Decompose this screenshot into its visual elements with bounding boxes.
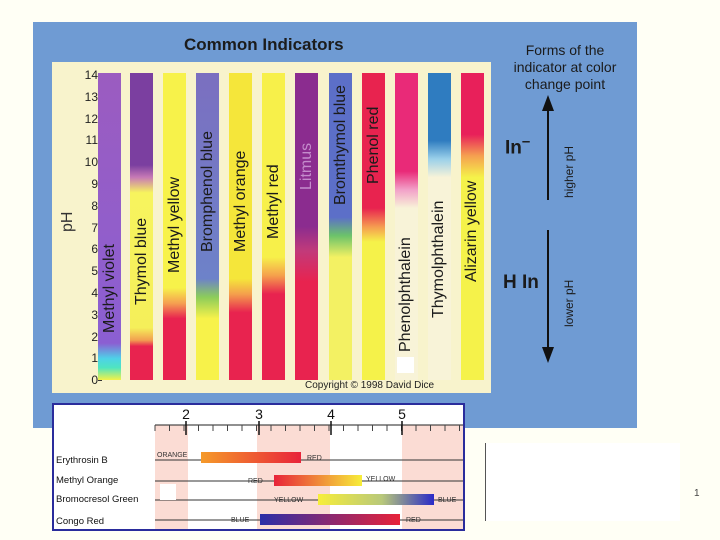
scale-label-4: 4 [327,406,335,422]
bromocresol-bar [318,494,434,505]
blank-panel [485,443,680,521]
hin-label: H In [503,272,539,293]
ph-tick-label: 5 [91,264,98,279]
ph-tick-label: 6 [91,242,98,257]
strip-methyl-orange [229,73,252,380]
erythrosin-bar [201,452,301,463]
ph-axis-label: pH [59,211,76,232]
erythrosin-high-color: RED [307,455,322,462]
down-arrow-icon [542,347,554,363]
chart-title: Common Indicators [184,35,344,54]
ph-tick-label: 1 [91,351,98,366]
copyright-text: Copyright © 1998 David Dice [305,380,435,391]
ph-tick-label: 9 [91,177,98,191]
lower-ph-label: lower pH [562,279,576,327]
label-alizarin-yellow: Alizarin yellow [463,180,480,282]
methyl-orange-low-color: RED [248,478,263,485]
row-name-erythrosin-b: Erythrosin B [56,455,108,466]
forms-line-2: indicator at color [513,59,617,75]
strip-phenolphthalein [395,73,418,380]
ph-tick-label: 0 [91,373,98,388]
ph-tick-label: 14 [84,68,98,82]
shade-band-1 [155,425,188,529]
ph-tick-label: 8 [91,198,98,213]
ph-tick-label: 11 [85,133,98,148]
up-arrow-icon [542,95,554,111]
row-name-bromocresol-green: Bromocresol Green [56,494,138,505]
label-methyl-red: Methyl red [265,164,282,239]
ph-direction-arrows [542,95,554,363]
label-methyl-orange: Methyl orange [232,150,249,252]
strip-methyl-violet [98,73,121,380]
label-bromphenol-blue: Bromphenol blue [199,131,216,252]
range-chart-svg: 2 3 4 5 Erythrosin B ORANGE RED Methyl O… [56,406,463,529]
ph-tick-label: 3 [91,307,98,322]
ph-tick-label: 4 [91,286,98,300]
in-text: In [505,137,522,159]
in-label: In– [505,133,530,159]
strip-bromthymol-blue [329,73,352,380]
white-patch [397,357,414,373]
methyl-orange-bar [274,475,362,486]
methyl-orange-high-color: YELLOW [366,476,396,483]
bromocresol-low-color: YELLOW [274,497,304,504]
strip-thymolphthalein [428,73,451,380]
label-phenolphthalein: Phenolphthalein [397,237,414,352]
page-number: 1 [694,488,700,499]
strip-bromphenol-blue [196,73,219,380]
label-bromthymol-blue: Bromthymol blue [332,84,349,205]
strip-thymol-blue [130,73,153,380]
strip-litmus [295,73,318,380]
strip-alizarin-yellow [461,73,484,380]
label-methyl-violet: Methyl violet [101,244,118,333]
in-superscript: – [521,133,531,150]
scale-label-2: 2 [182,406,190,422]
label-thymol-blue: Thymol blue [133,217,150,305]
ph-tick-label: 2 [91,329,98,344]
scale-label-3: 3 [255,406,263,422]
scale-label-5: 5 [398,406,406,422]
label-litmus: Litmus [298,142,315,190]
strip-methyl-yellow [163,73,186,380]
ph-tick-label: 12 [84,111,98,126]
ph-tick-mark [98,380,102,382]
forms-line-1: Forms of the [525,42,605,58]
ph-tick-label: 7 [91,220,98,235]
ph-tick-label: 10 [84,155,98,170]
congo-low-color: BLUE [231,517,250,524]
congo-high-color: RED [406,517,421,524]
bromocresol-high-color: BLUE [438,497,457,504]
erythrosin-low-color: ORANGE [157,452,188,459]
label-phenol-red: Phenol red [365,106,382,184]
scale-ticks [154,421,460,435]
row-name-congo-red: Congo Red [56,516,104,527]
strip-methyl-red [262,73,285,380]
ph-tick-label: 13 [84,89,98,104]
label-thymolphthalein: Thymolphthalein [430,200,447,318]
row-name-methyl-orange: Methyl Orange [56,475,118,486]
transition-range-chart: 2 3 4 5 Erythrosin B ORANGE RED Methyl O… [52,403,465,531]
label-methyl-yellow: Methyl yellow [166,176,183,273]
higher-ph-label: higher pH [562,145,576,198]
congo-bar [260,514,400,525]
forms-line-3: change point [524,76,606,92]
white-patch-small [160,484,176,500]
forms-caption: Forms of the indicator at color change p… [500,42,630,93]
strip-phenol-red [362,73,385,380]
shade-band-3 [402,425,463,529]
